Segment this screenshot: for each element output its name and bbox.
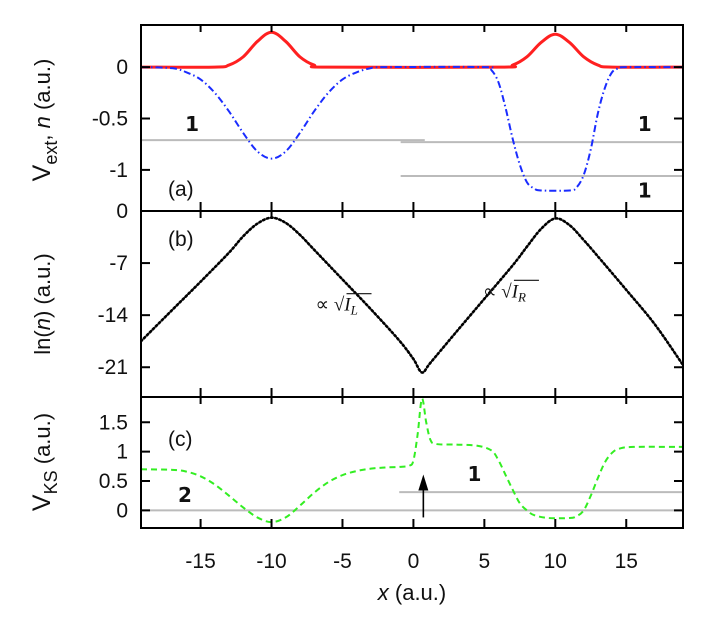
x-tick-label: 15 [615,550,638,573]
y-tick-label: -14 [98,304,129,327]
level-label: 1 [467,462,481,486]
panel-frame [140,396,684,529]
panel-label-c: (c) [168,428,193,451]
xlabel: x (a.u.) [377,580,446,605]
annotation: ∝ √IL [316,295,358,318]
arrow-head-icon [418,474,429,491]
y-tick-label: 1 [116,441,128,464]
y-tick-label: 0 [116,56,128,79]
y-tick-label: -7 [109,252,128,275]
panel-frame [140,24,684,212]
y-tick-label: 1.5 [99,411,128,434]
x-tick-label: -5 [333,550,352,573]
series-density [141,30,683,69]
series-ks-potential [141,397,683,524]
y-tick-label: 0 [116,499,128,522]
y-tick-label: 0.5 [99,470,128,493]
panel-label-b: (b) [168,228,194,251]
ylabel-b: ln(n) (a.u.) [30,253,55,355]
panel-label-a: (a) [168,178,194,201]
ylabel-c: VKS (a.u.) [28,413,61,511]
level-label: 1 [638,112,652,136]
panel-frame [140,210,684,398]
x-tick-label: -10 [256,550,286,573]
level-label: 1 [185,112,199,136]
series-external-potential [141,65,683,192]
y-tick-label: -0.5 [92,108,128,131]
x-tick-label: 10 [544,550,567,573]
ylabel-a: Vext, n (a.u.) [28,59,61,182]
y-tick-label: -1 [109,159,128,182]
series-log-density [141,216,683,374]
x-tick-label: 5 [479,550,491,573]
x-tick-label: -15 [185,550,215,573]
level-label: 2 [178,483,192,507]
level-label: 1 [638,179,652,203]
annotation: ∝ √IR [483,281,526,304]
y-tick-label: 0 [116,200,128,223]
x-tick-label: 0 [408,550,420,573]
y-tick-label: -21 [98,356,128,379]
